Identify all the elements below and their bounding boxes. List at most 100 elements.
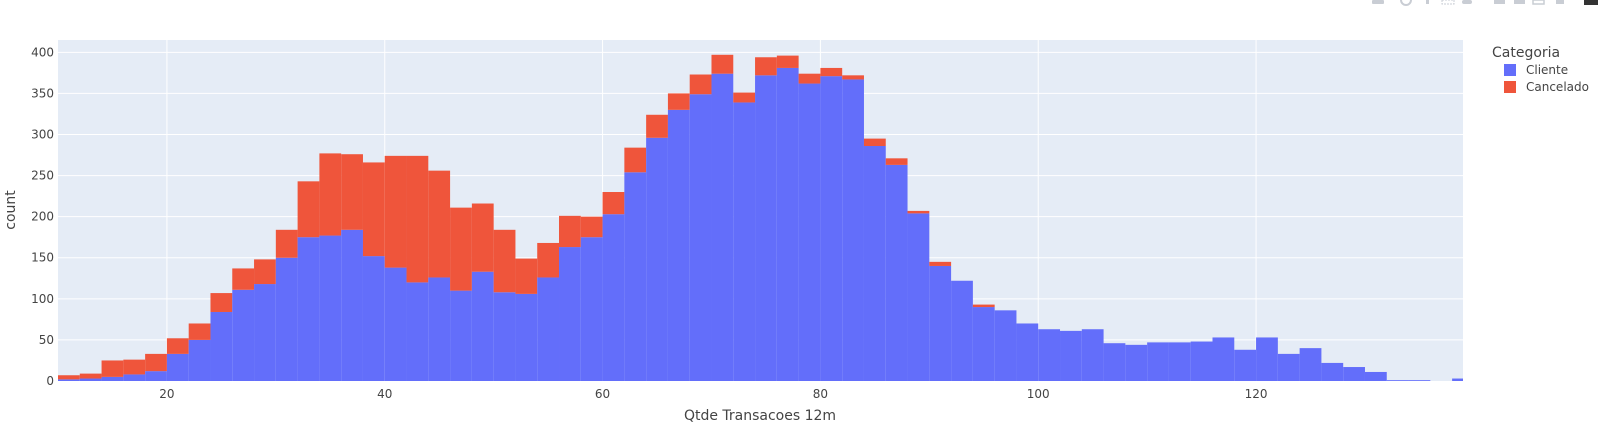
bar-cliente[interactable]	[450, 290, 472, 381]
bar-cancelado[interactable]	[58, 375, 80, 380]
lasso-icon[interactable]	[1462, 0, 1472, 4]
zoom-out-icon[interactable]	[1514, 0, 1525, 4]
bar-cliente[interactable]	[319, 235, 342, 381]
bar-cliente[interactable]	[1103, 343, 1126, 381]
bar-cliente[interactable]	[1147, 342, 1169, 381]
legend-item-cancelado[interactable]: Cancelado	[1504, 80, 1589, 94]
bar-cancelado[interactable]	[275, 229, 298, 258]
zoom-in-icon[interactable]	[1494, 0, 1505, 4]
bar-cliente[interactable]	[537, 277, 560, 381]
bar-cliente[interactable]	[1343, 367, 1365, 381]
bar-cancelado[interactable]	[602, 192, 625, 215]
bar-cliente[interactable]	[798, 83, 821, 381]
bar-cliente[interactable]	[646, 137, 668, 381]
bar-cancelado[interactable]	[559, 215, 581, 248]
bar-cliente[interactable]	[994, 310, 1017, 381]
bar-cliente[interactable]	[624, 172, 647, 381]
bar-cliente[interactable]	[1321, 362, 1344, 381]
bar-cliente[interactable]	[863, 145, 886, 381]
bar-cancelado[interactable]	[428, 170, 451, 278]
bar-cliente[interactable]	[515, 293, 538, 381]
bar-cliente[interactable]	[210, 311, 233, 381]
bar-cancelado[interactable]	[907, 210, 930, 214]
bar-cancelado[interactable]	[254, 259, 276, 285]
bar-cliente[interactable]	[101, 376, 124, 381]
bar-cliente[interactable]	[951, 280, 973, 381]
bar-cliente[interactable]	[428, 277, 451, 381]
bar-cliente[interactable]	[341, 229, 363, 381]
bar-cancelado[interactable]	[188, 323, 211, 340]
bar-cliente[interactable]	[297, 237, 320, 381]
bar-cancelado[interactable]	[232, 268, 255, 290]
bar-cancelado[interactable]	[711, 54, 734, 74]
bar-cancelado[interactable]	[537, 242, 560, 278]
bar-cliente[interactable]	[1452, 378, 1463, 381]
bar-cliente[interactable]	[711, 73, 734, 382]
bar-cliente[interactable]	[907, 213, 930, 381]
bar-cliente[interactable]	[1277, 353, 1300, 381]
bar-cancelado[interactable]	[885, 158, 908, 165]
bar-cliente[interactable]	[1016, 323, 1039, 381]
bar-cliente[interactable]	[123, 374, 146, 381]
bar-cliente[interactable]	[493, 292, 516, 381]
bar-cancelado[interactable]	[798, 73, 821, 84]
bar-cliente[interactable]	[776, 67, 799, 381]
bar-cancelado[interactable]	[929, 261, 952, 266]
bar-cancelado[interactable]	[515, 258, 538, 294]
bar-cliente[interactable]	[79, 378, 102, 381]
bar-cancelado[interactable]	[646, 114, 668, 138]
bar-cliente[interactable]	[820, 76, 843, 381]
bar-cliente[interactable]	[929, 265, 952, 381]
bar-cliente[interactable]	[972, 307, 995, 381]
bar-cliente[interactable]	[755, 75, 777, 382]
bar-cliente[interactable]	[1081, 329, 1104, 381]
bar-cancelado[interactable]	[776, 55, 799, 68]
bar-cancelado[interactable]	[406, 155, 429, 283]
bar-cancelado[interactable]	[842, 75, 864, 80]
autoscale-icon[interactable]	[1532, 0, 1545, 5]
legend-item-cliente[interactable]: Cliente	[1504, 63, 1568, 77]
zoom-icon[interactable]	[1400, 0, 1412, 6]
bar-cliente[interactable]	[275, 257, 298, 381]
bar-cliente[interactable]	[1190, 341, 1213, 381]
bar-cliente[interactable]	[1364, 371, 1387, 381]
bar-cancelado[interactable]	[863, 138, 886, 146]
bar-cliente[interactable]	[58, 379, 80, 381]
bar-cancelado[interactable]	[624, 147, 647, 173]
bar-cliente[interactable]	[1060, 330, 1082, 381]
bar-cancelado[interactable]	[689, 74, 712, 95]
bar-cliente[interactable]	[362, 256, 385, 381]
bar-cliente[interactable]	[1299, 348, 1322, 381]
bar-cancelado[interactable]	[319, 153, 342, 236]
bar-cliente[interactable]	[406, 282, 429, 381]
camera-icon[interactable]	[1372, 0, 1384, 4]
bar-cliente[interactable]	[1386, 380, 1409, 381]
bar-cliente[interactable]	[842, 79, 864, 381]
bar-cliente[interactable]	[1256, 337, 1278, 381]
reset-axes-icon[interactable]	[1556, 0, 1564, 4]
bar-cliente[interactable]	[1125, 344, 1148, 381]
bar-cancelado[interactable]	[755, 57, 777, 76]
bar-cliente[interactable]	[384, 267, 407, 381]
pan-icon[interactable]	[1426, 0, 1429, 4]
bar-cancelado[interactable]	[450, 207, 472, 291]
bar-cliente[interactable]	[254, 284, 276, 381]
bar-cancelado[interactable]	[667, 93, 690, 110]
bar-cliente[interactable]	[689, 94, 712, 381]
bar-cliente[interactable]	[145, 371, 167, 381]
bar-cancelado[interactable]	[123, 359, 146, 375]
bar-cancelado[interactable]	[493, 229, 516, 293]
bar-cliente[interactable]	[1038, 329, 1061, 381]
bar-cancelado[interactable]	[471, 203, 494, 272]
bar-cliente[interactable]	[1408, 380, 1431, 381]
bar-cliente[interactable]	[471, 271, 494, 381]
bar-cancelado[interactable]	[297, 181, 320, 238]
bar-cliente[interactable]	[166, 353, 189, 381]
bar-cliente[interactable]	[733, 102, 756, 382]
bar-cancelado[interactable]	[145, 353, 167, 372]
bar-cliente[interactable]	[667, 109, 690, 381]
bar-cancelado[interactable]	[210, 293, 233, 312]
bar-cliente[interactable]	[1212, 337, 1235, 381]
bar-cliente[interactable]	[232, 289, 255, 381]
bar-cliente[interactable]	[602, 214, 625, 381]
